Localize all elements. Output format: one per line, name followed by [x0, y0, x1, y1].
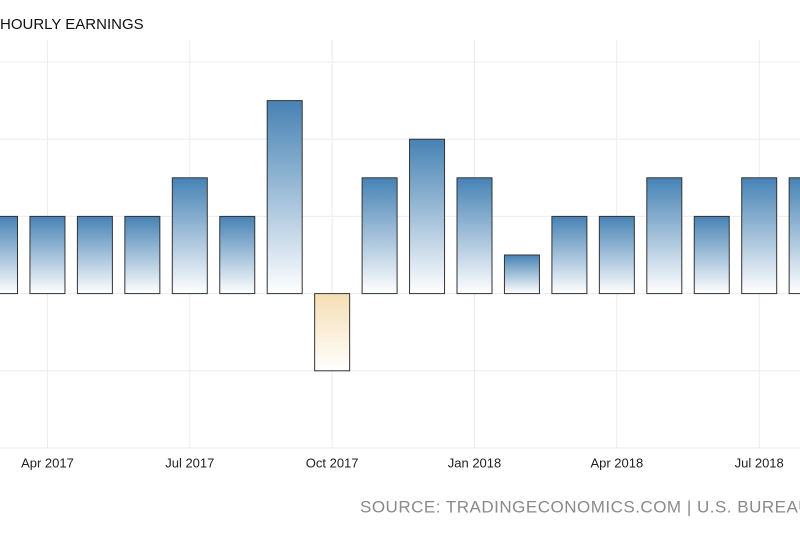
- bar: [409, 138, 446, 295]
- bar: [29, 215, 66, 295]
- bar: [693, 215, 730, 295]
- bar: [76, 215, 113, 295]
- x-tick-label: Apr 2018: [590, 455, 643, 470]
- x-tick-label: Oct 2017: [306, 455, 359, 470]
- x-tick-label: Jul 2018: [735, 455, 784, 470]
- source-note: SOURCE: TRADINGECONOMICS.COM | U.S. BURE…: [360, 497, 800, 516]
- bar: [503, 254, 540, 295]
- bar: [266, 100, 303, 295]
- bar: [788, 177, 800, 295]
- x-tick-label: Jul 2017: [165, 455, 214, 470]
- bar: [551, 215, 588, 295]
- bar: [0, 215, 18, 295]
- x-tick-label: Jan 2018: [448, 455, 502, 470]
- bar: [456, 177, 493, 295]
- bar: [598, 215, 635, 295]
- bar: [314, 293, 351, 372]
- x-tick-label: Apr 2017: [21, 455, 74, 470]
- bar: [646, 177, 683, 295]
- bar: [741, 177, 778, 295]
- bar: [171, 177, 208, 295]
- bar: [124, 215, 161, 295]
- chart-title: HOURLY EARNINGS: [0, 16, 144, 33]
- bar: [219, 215, 256, 295]
- bar: [361, 177, 398, 295]
